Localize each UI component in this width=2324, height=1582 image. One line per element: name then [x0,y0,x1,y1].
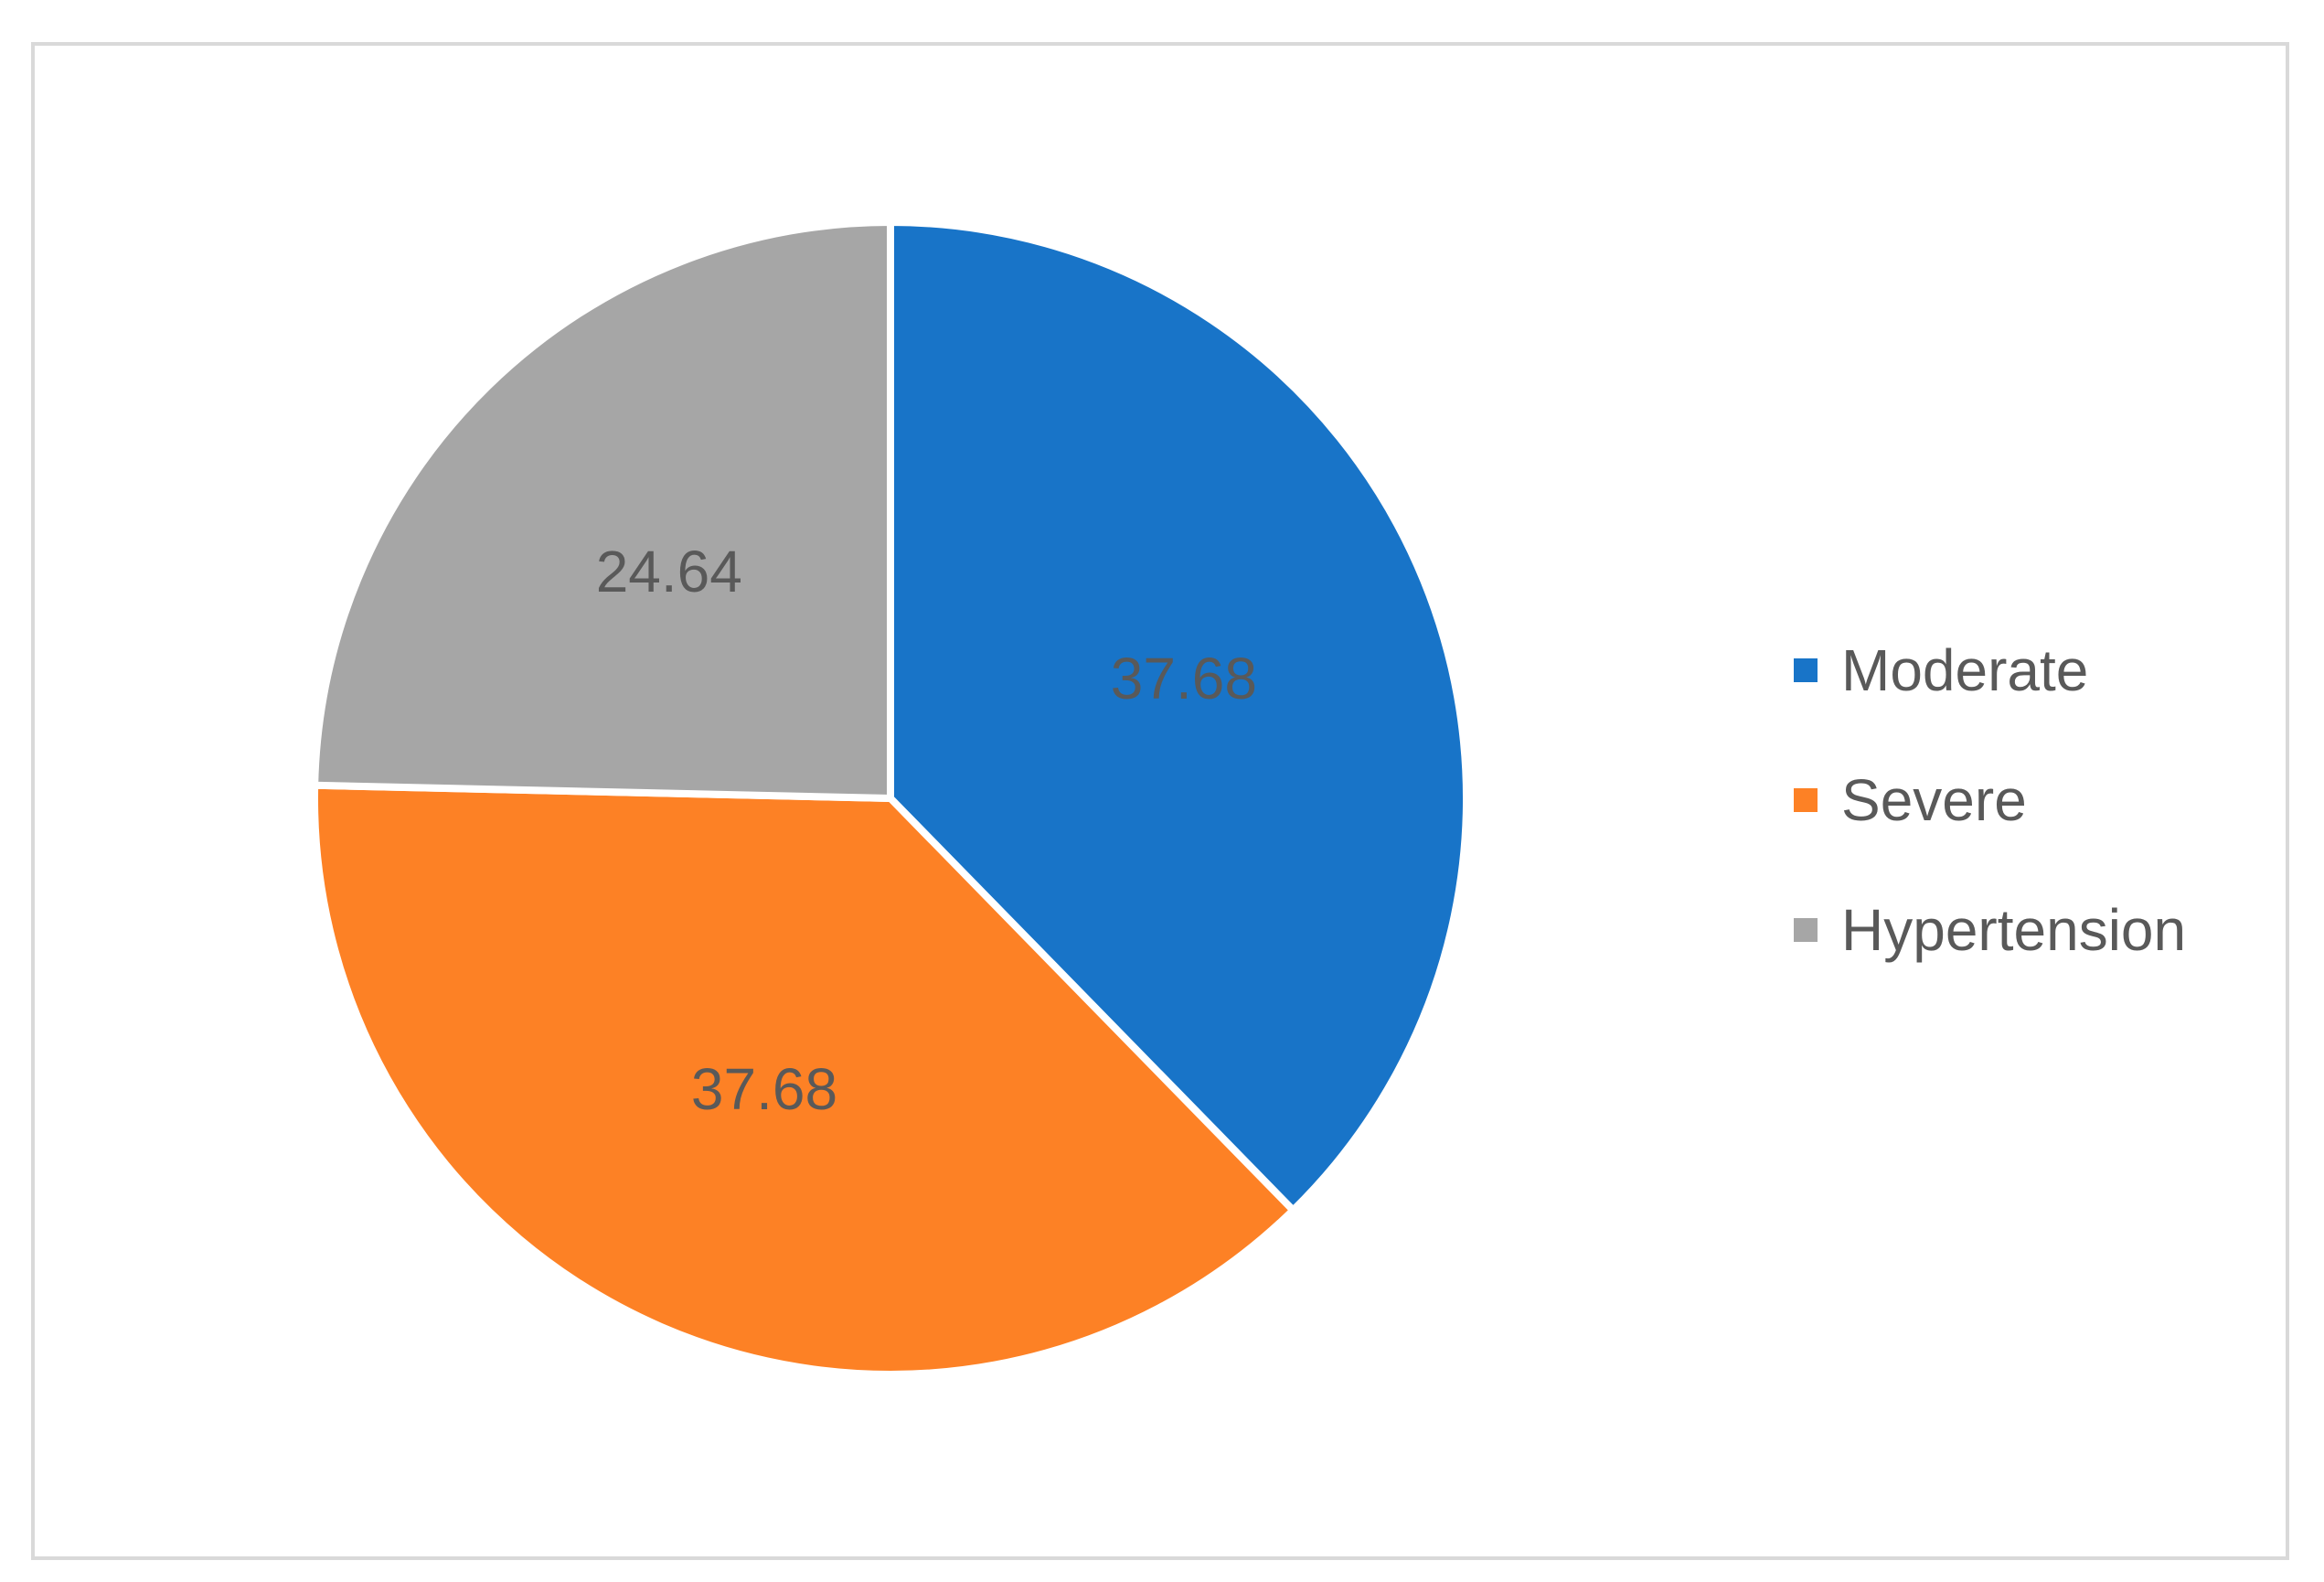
legend-label-hypertension: Hypertension [1841,897,2186,963]
legend-swatch-hypertension [1794,918,1818,942]
data-label-hypertension: 24.64 [596,539,742,604]
legend: Moderate Severe Hypertension [1794,637,2186,963]
pie-slice-severe [311,781,1299,1378]
pie-slice-moderate [887,218,1470,1216]
legend-swatch-moderate [1794,658,1818,682]
data-label-moderate: 37.68 [1111,646,1257,711]
data-label-severe: 37.68 [691,1056,837,1122]
data-labels: 37.68 37.68 24.64 [596,539,1257,1122]
pie-slice-hypertension [311,218,894,803]
pie-slices [311,218,1470,1378]
legend-swatch-severe [1794,788,1818,812]
legend-label-moderate: Moderate [1841,637,2088,703]
legend-label-severe: Severe [1841,767,2027,833]
